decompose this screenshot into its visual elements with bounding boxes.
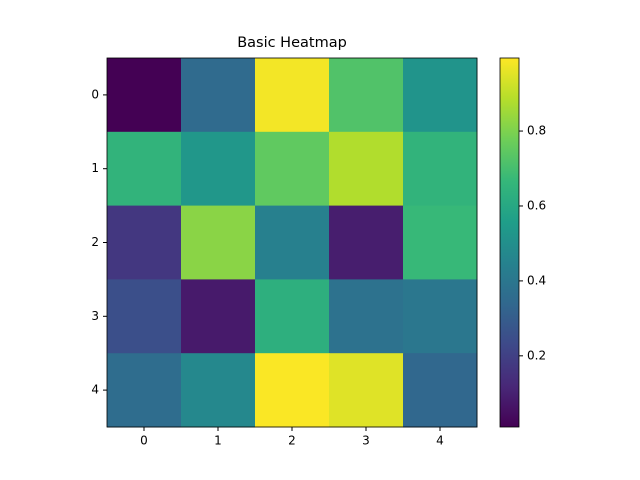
heatmap-cell xyxy=(181,205,256,280)
heatmap-cell xyxy=(107,205,182,280)
colorbar-tick-label: 0.2 xyxy=(527,348,546,362)
y-tick-label: 3 xyxy=(91,309,99,323)
heatmap-cell xyxy=(329,205,404,280)
heatmap-cell xyxy=(181,353,256,428)
heatmap-cell xyxy=(255,353,330,428)
chart-title: Basic Heatmap xyxy=(237,35,347,51)
heatmap-cell xyxy=(329,353,404,428)
heatmap-cell xyxy=(329,58,404,133)
colorbar xyxy=(499,57,520,428)
y-tick-label: 0 xyxy=(91,87,99,101)
colorbar-tick-label: 0.6 xyxy=(527,198,546,212)
heatmap-cell xyxy=(403,205,478,280)
heatmap-cell xyxy=(181,131,256,207)
heatmap-cell xyxy=(403,131,478,207)
x-tick-label: 0 xyxy=(140,434,148,448)
heatmap-cell xyxy=(403,279,478,354)
heatmap-cell xyxy=(329,131,404,207)
heatmap-cell xyxy=(107,131,182,207)
x-tick-label: 2 xyxy=(288,434,296,448)
heatmap-cell xyxy=(181,58,256,133)
colorbar-tick-label: 0.8 xyxy=(527,124,546,138)
heatmap-cell xyxy=(255,205,330,280)
heatmap-cell xyxy=(107,279,182,354)
x-tick-label: 4 xyxy=(436,434,444,448)
heatmap-cell xyxy=(107,58,182,133)
y-tick-label: 4 xyxy=(91,383,99,397)
y-tick-label: 1 xyxy=(91,161,99,175)
colorbar-tick-label: 0.4 xyxy=(527,273,546,287)
x-tick-label: 1 xyxy=(214,434,222,448)
x-tick-label: 3 xyxy=(362,434,370,448)
heatmap-cell xyxy=(181,279,256,354)
heatmap-cell xyxy=(329,279,404,354)
heatmap-cell xyxy=(403,353,478,428)
heatmap-cell xyxy=(255,279,330,354)
heatmap-cell xyxy=(255,58,330,133)
heatmap-cell xyxy=(255,131,330,207)
heatmap-cell xyxy=(403,58,478,133)
y-tick-label: 2 xyxy=(91,235,99,249)
heatmap-cell xyxy=(107,353,182,428)
